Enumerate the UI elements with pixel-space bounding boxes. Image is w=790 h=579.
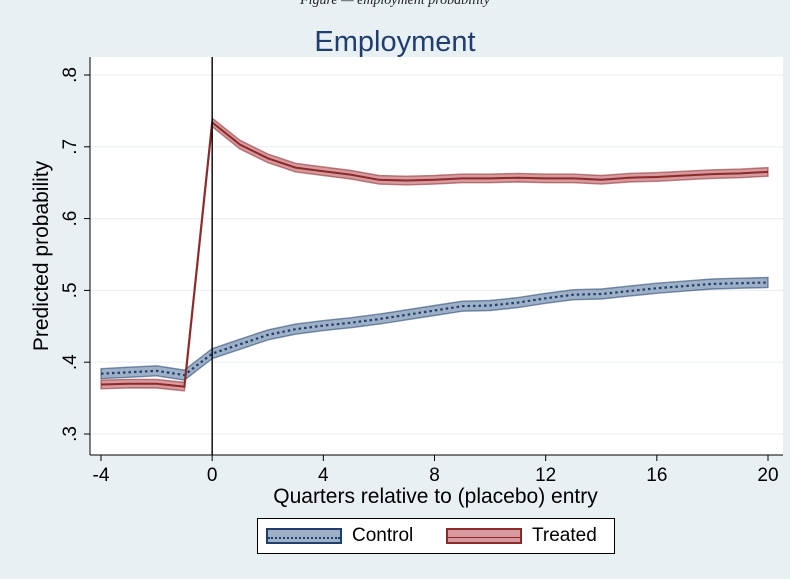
legend-label-treated: Treated [532, 525, 597, 546]
cropped-caption-text: F̶i̶g̶u̶r̶e̶ ̶—̶ ̶e̶m̶p̶l̶o̶y̶m̶e̶n̶t̶ ̶… [300, 0, 490, 8]
y-tick-label-3: .6 [60, 211, 81, 227]
y-tick-label-0: .3 [60, 426, 81, 442]
legend: Control Treated [257, 518, 615, 554]
ci-band-treated [100, 116, 769, 392]
x-tick-label-3: 8 [429, 465, 440, 486]
y-tick-label-1: .4 [60, 354, 81, 370]
x-tick-label-2: 4 [318, 465, 329, 486]
legend-item-control: Control [266, 519, 413, 553]
x-tick-label-0: -4 [93, 465, 110, 486]
y-tick-label-4: .7 [60, 139, 81, 155]
legend-key-treated [446, 528, 522, 544]
x-tick-label-6: 20 [757, 465, 778, 486]
x-tick-label-5: 16 [646, 465, 667, 486]
legend-key-control [266, 528, 342, 544]
y-axis-label: Predicted probability [30, 160, 53, 351]
x-tick-label-4: 12 [535, 465, 556, 486]
x-axis-label: Quarters relative to (placebo) entry [273, 485, 598, 508]
x-tick-label-1: 0 [207, 465, 218, 486]
plot-background [90, 57, 783, 455]
y-tick-label-2: .5 [60, 282, 81, 298]
legend-item-treated: Treated [446, 519, 597, 553]
y-tick-label-5: .8 [60, 67, 81, 83]
chart-title: Employment [314, 26, 476, 58]
legend-label-control: Control [352, 525, 414, 546]
ci-band-control [100, 276, 769, 381]
